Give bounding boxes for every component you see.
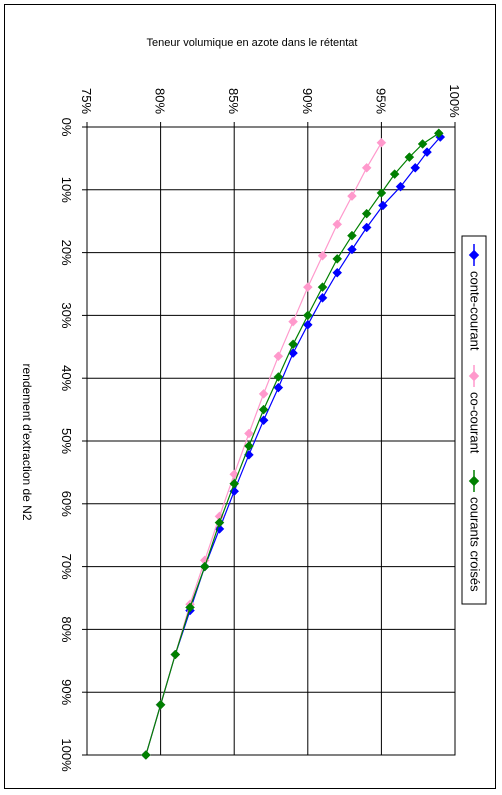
y-tick-label: 95% (373, 88, 388, 114)
data-point (417, 139, 428, 149)
data-point (302, 282, 313, 292)
data-point (347, 230, 357, 241)
chart-title-text: Teneur volumique en azote dans le rétent… (147, 37, 358, 49)
data-point (332, 267, 343, 278)
data-point (155, 699, 166, 710)
x-tick-label: 90% (59, 679, 74, 705)
data-point (288, 316, 298, 327)
legend-marker (468, 475, 480, 487)
data-point (347, 244, 357, 255)
x-axis-label-group: rendement d'extraction de N2 (20, 363, 34, 520)
series-line (145, 142, 382, 756)
data-point (410, 162, 421, 173)
data-point (422, 147, 432, 157)
data-point (185, 602, 195, 613)
legend-item: conte-courant (468, 244, 483, 351)
data-point (332, 219, 343, 230)
tick-labels: 0% 10% 20% 30% 40% 50% 60% 70% 80% 90% 100% 75% 80% 8… (59, 84, 462, 772)
x-tick-label: 50% (59, 428, 74, 454)
legend-label: conte-courant (468, 271, 483, 351)
data-point (199, 561, 210, 572)
plot-area-border (86, 126, 456, 756)
data-point (258, 404, 269, 415)
data-point (317, 292, 328, 303)
chart-title: Teneur volumique en azote dans le rétent… (147, 37, 358, 49)
data-point (244, 441, 254, 451)
x-tick-label: 80% (59, 616, 74, 642)
data-point (170, 649, 181, 660)
y-tick-label: 80% (153, 88, 168, 114)
x-tick-label: 10% (59, 177, 74, 203)
legend: conte-courant co-courant courants croisés (461, 235, 487, 605)
legend-label: courants croisés (468, 497, 483, 592)
data-point (361, 162, 372, 173)
data-point (258, 389, 269, 399)
x-tick-label: 60% (59, 491, 74, 517)
series-co-courant (141, 137, 387, 760)
x-tick-label: 20% (59, 240, 74, 266)
legend-item: courants croisés (468, 470, 483, 592)
data-point (258, 415, 269, 426)
series-courants-croisés (141, 128, 444, 760)
data-point (273, 382, 284, 393)
data-point (229, 478, 240, 489)
x-tick-label: 0% (59, 118, 74, 137)
series-line (145, 136, 441, 756)
y-tick-label: 85% (226, 88, 241, 114)
legend-label: co-courant (468, 392, 483, 454)
data-point (395, 181, 406, 192)
data-point (214, 517, 225, 528)
data-point (404, 152, 415, 162)
x-tick-label: 100% (59, 738, 74, 772)
chart-frame (4, 4, 496, 789)
data-point (317, 250, 328, 261)
data-point (389, 169, 400, 179)
series-layer (141, 128, 446, 760)
data-point (433, 128, 444, 139)
data-point (376, 188, 387, 198)
series-line (145, 132, 440, 756)
legend-marker (468, 249, 480, 261)
data-point (141, 750, 151, 760)
data-point (317, 282, 328, 292)
x-axis-label: rendement d'extraction de N2 (20, 363, 34, 520)
data-point (302, 310, 313, 321)
data-point (332, 254, 343, 264)
axes (82, 122, 456, 756)
y-tick-label: 90% (300, 88, 315, 114)
x-tick-label: 40% (59, 365, 74, 391)
y-tick-label: 75% (79, 88, 94, 114)
data-point (376, 137, 387, 148)
data-point (273, 372, 284, 382)
legend-box (461, 235, 487, 605)
data-point (347, 191, 357, 201)
data-point (361, 208, 372, 219)
y-tick-label: 100% (447, 84, 462, 118)
legend-marker (468, 370, 480, 382)
data-point (302, 319, 313, 330)
gridlines (86, 126, 456, 756)
x-tick-label: 30% (59, 302, 74, 328)
data-point (378, 200, 388, 211)
data-point (361, 222, 372, 233)
series-conte-courant (141, 132, 446, 760)
legend-item: co-courant (468, 365, 483, 454)
x-tick-label: 70% (59, 554, 74, 580)
data-point (288, 339, 298, 350)
data-point (244, 428, 254, 439)
data-point (273, 351, 284, 362)
